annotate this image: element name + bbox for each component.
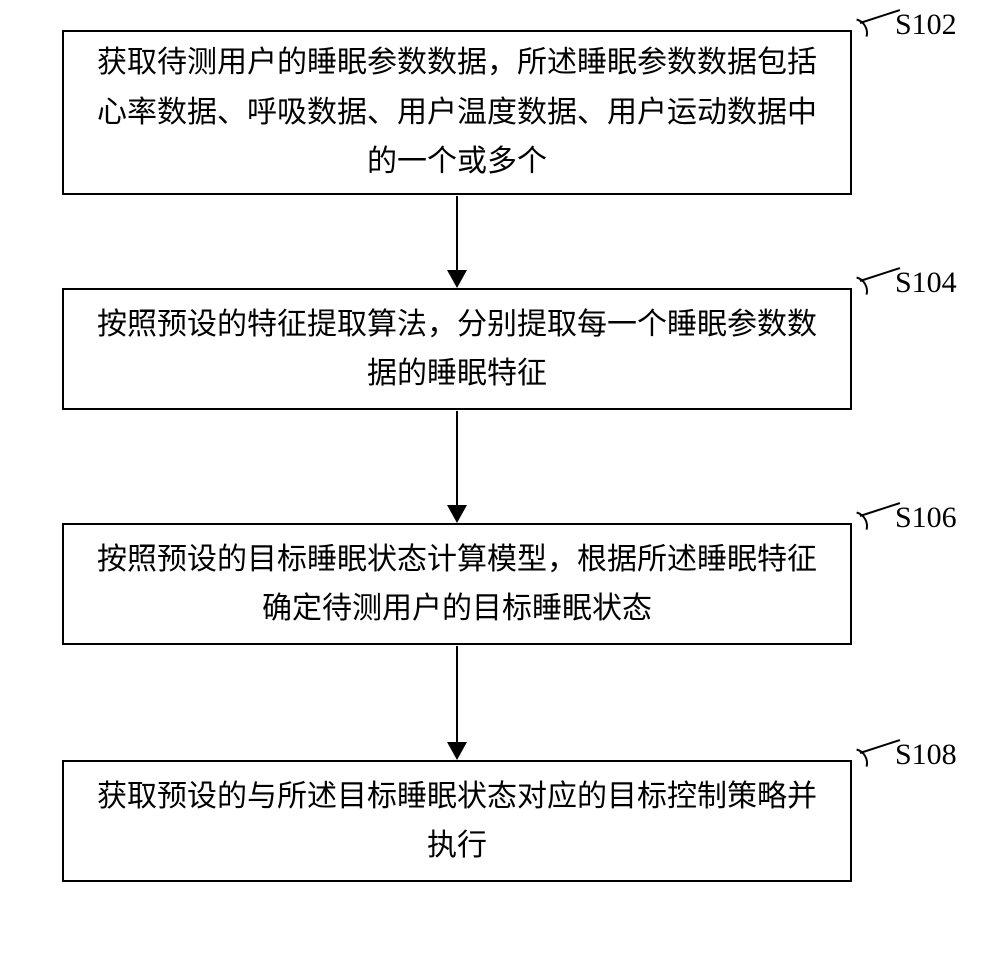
flow-node-text: 获取预设的与所述目标睡眠状态对应的目标控制策略并执行 bbox=[94, 772, 820, 871]
flow-node-text: 按照预设的目标睡眠状态计算模型，根据所述睡眠特征确定待测用户的目标睡眠状态 bbox=[94, 535, 820, 634]
flow-node-label-s108: S108 bbox=[895, 738, 957, 772]
flow-node-s106: 按照预设的目标睡眠状态计算模型，根据所述睡眠特征确定待测用户的目标睡眠状态 bbox=[62, 523, 852, 645]
flowchart-diagram: 获取待测用户的睡眠参数数据，所述睡眠参数数据包括心率数据、呼吸数据、用户温度数据… bbox=[0, 0, 1000, 958]
flow-node-s108: 获取预设的与所述目标睡眠状态对应的目标控制策略并执行 bbox=[62, 760, 852, 882]
flow-edge-arrowhead bbox=[447, 505, 467, 523]
flow-node-label-s106: S106 bbox=[895, 501, 957, 535]
flow-edge-shaft bbox=[456, 411, 458, 509]
flow-edge-shaft bbox=[456, 646, 458, 746]
flow-node-s104: 按照预设的特征提取算法，分别提取每一个睡眠参数数据的睡眠特征 bbox=[62, 288, 852, 410]
flow-edge-arrowhead bbox=[447, 270, 467, 288]
flow-edge-arrowhead bbox=[447, 742, 467, 760]
flow-node-text: 获取待测用户的睡眠参数数据，所述睡眠参数数据包括心率数据、呼吸数据、用户温度数据… bbox=[94, 38, 820, 187]
flow-edge-shaft bbox=[456, 196, 458, 274]
flow-node-s102: 获取待测用户的睡眠参数数据，所述睡眠参数数据包括心率数据、呼吸数据、用户温度数据… bbox=[62, 30, 852, 195]
flow-node-label-s104: S104 bbox=[895, 266, 957, 300]
flow-node-text: 按照预设的特征提取算法，分别提取每一个睡眠参数数据的睡眠特征 bbox=[94, 300, 820, 399]
flow-node-label-s102: S102 bbox=[895, 8, 957, 42]
